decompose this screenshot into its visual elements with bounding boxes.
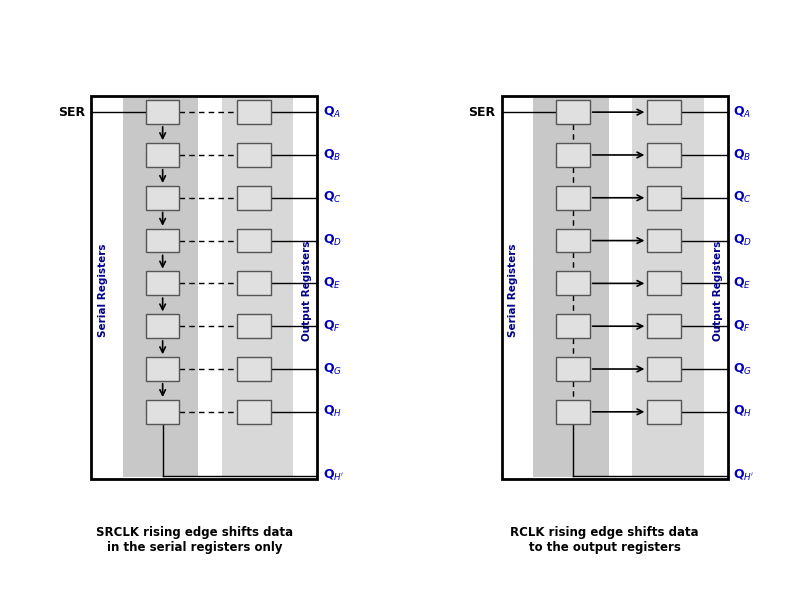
Bar — [145, 315, 180, 338]
Bar — [237, 400, 271, 424]
Bar — [237, 272, 271, 295]
Text: Q$_{C}$: Q$_{C}$ — [323, 190, 342, 205]
Text: Q$_{C}$: Q$_{C}$ — [733, 190, 753, 205]
Bar — [556, 186, 590, 210]
Text: Q$_{H}$: Q$_{H}$ — [323, 405, 342, 419]
Bar — [91, 96, 317, 479]
Bar — [556, 229, 590, 253]
Bar — [556, 400, 590, 424]
Text: Q$_{B}$: Q$_{B}$ — [733, 147, 752, 163]
Text: Q$_{H}$: Q$_{H}$ — [733, 405, 753, 419]
Bar — [145, 100, 180, 124]
Text: Q$_{D}$: Q$_{D}$ — [323, 233, 342, 248]
Text: Serial Registers: Serial Registers — [508, 244, 519, 337]
Text: Q$_{E}$: Q$_{E}$ — [733, 276, 752, 291]
Bar — [533, 99, 609, 477]
Bar — [647, 400, 681, 424]
Bar — [647, 186, 681, 210]
Bar — [145, 400, 180, 424]
Bar — [237, 143, 271, 167]
Text: Q$_{A}$: Q$_{A}$ — [733, 105, 752, 120]
Bar — [556, 100, 590, 124]
Bar — [237, 229, 271, 253]
Bar — [647, 272, 681, 295]
Bar — [237, 186, 271, 210]
Text: Q$_{F}$: Q$_{F}$ — [323, 319, 341, 334]
Bar — [145, 357, 180, 381]
Text: Q$_{H'}$: Q$_{H'}$ — [733, 468, 755, 483]
Text: RCLK rising edge shifts data
to the output registers: RCLK rising edge shifts data to the outp… — [511, 526, 699, 554]
Text: Q$_{H'}$: Q$_{H'}$ — [323, 468, 344, 483]
Text: Q$_{G}$: Q$_{G}$ — [323, 362, 342, 376]
Bar — [632, 99, 704, 477]
Bar — [647, 357, 681, 381]
Bar — [222, 99, 293, 477]
Bar — [237, 357, 271, 381]
Text: Q$_{E}$: Q$_{E}$ — [323, 276, 341, 291]
Bar — [123, 99, 198, 477]
Bar — [556, 143, 590, 167]
Text: Q$_{D}$: Q$_{D}$ — [733, 233, 753, 248]
Bar — [556, 357, 590, 381]
Text: SER: SER — [58, 106, 85, 119]
Bar — [556, 272, 590, 295]
Bar — [647, 315, 681, 338]
Text: Output Registers: Output Registers — [302, 241, 312, 341]
Text: SRCLK rising edge shifts data
in the serial registers only: SRCLK rising edge shifts data in the ser… — [96, 526, 293, 554]
Bar — [145, 186, 180, 210]
Text: Serial Registers: Serial Registers — [98, 244, 108, 337]
Bar — [647, 143, 681, 167]
Bar — [145, 143, 180, 167]
Bar — [145, 229, 180, 253]
Bar — [237, 315, 271, 338]
Text: Q$_{A}$: Q$_{A}$ — [323, 105, 341, 120]
Bar — [647, 229, 681, 253]
Text: SER: SER — [468, 106, 495, 119]
Text: Output Registers: Output Registers — [713, 241, 722, 341]
Text: Q$_{G}$: Q$_{G}$ — [733, 362, 753, 376]
Bar — [237, 100, 271, 124]
Bar — [556, 315, 590, 338]
Bar — [502, 96, 728, 479]
Text: Q$_{B}$: Q$_{B}$ — [323, 147, 341, 163]
Bar — [145, 272, 180, 295]
Text: Q$_{F}$: Q$_{F}$ — [733, 319, 751, 334]
Bar — [647, 100, 681, 124]
